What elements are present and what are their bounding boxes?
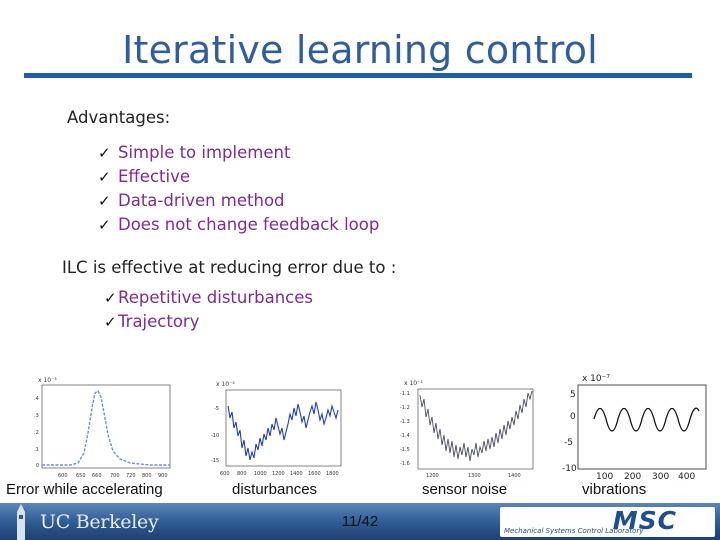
y-tick-label: 0 <box>570 412 576 422</box>
x-tick-label: 800 <box>142 473 152 479</box>
y-tick-label: -5 <box>564 438 573 448</box>
y-tick-label: -1.6 <box>400 461 410 467</box>
y-tick-label: 0 <box>36 463 39 469</box>
plot-scale-label: x 10⁻³ <box>216 381 235 388</box>
x-tick-label: 1000 <box>254 471 267 477</box>
sensor-noise-plot: x 10⁻³ -1.1 -1.2 -1.3 -1.4 -1.5 -1.6 120… <box>398 377 543 477</box>
y-tick-label: .1 <box>34 447 39 453</box>
y-tick-label: -10 <box>211 433 219 439</box>
y-tick-label: .3 <box>34 413 39 419</box>
y-tick-label: -1.3 <box>400 419 410 425</box>
x-tick-label: 400 <box>678 472 695 481</box>
vibrations-plot: x 10⁻⁷ 5 0 -5 -10 100 200 300 400 <box>562 371 712 481</box>
x-tick-label: 1600 <box>308 471 321 477</box>
check-icon: ✓ <box>98 144 111 162</box>
y-tick-label: -1.4 <box>400 433 410 439</box>
accel-error-caption: Error while accelerating <box>6 481 163 498</box>
check-icon: ✓ <box>104 313 117 331</box>
vibration-curve <box>593 407 700 432</box>
x-tick-label: 720 <box>126 473 136 479</box>
y-tick-label: .2 <box>34 430 39 436</box>
page-number: 11/42 <box>341 513 379 530</box>
effective-for-label: Repetitive disturbances <box>118 288 313 307</box>
noise-curve <box>419 390 533 462</box>
disturbances-caption: disturbances <box>232 481 318 498</box>
x-tick-label: 1800 <box>326 471 339 477</box>
plot-scale-label: x 10⁻³ <box>404 380 423 387</box>
x-tick-label: 1200 <box>426 473 439 477</box>
msc-lab-logo: MSC Mechanical Systems Control Laborator… <box>500 506 715 537</box>
advantage-label: Data-driven method <box>118 191 285 210</box>
sensor-noise-caption: sensor noise <box>422 481 508 498</box>
y-tick-label: -1.1 <box>400 391 410 397</box>
plot-scale-label: x 10⁻³ <box>38 377 57 384</box>
x-tick-label: 900 <box>158 473 168 479</box>
accel-error-plot: x 10⁻³ .4 .3 .2 .1 0 600 650 660 700 720… <box>30 373 180 483</box>
lab-name: Mechanical Systems Control Laboratory <box>504 527 644 535</box>
list-item: ✓Trajectory <box>104 310 313 334</box>
list-item: ✓ Simple to implement <box>98 141 379 165</box>
x-tick-label: 700 <box>110 473 120 479</box>
vibrations-caption: vibrations <box>582 481 647 498</box>
y-tick-label: -5 <box>214 406 219 412</box>
x-tick-label: 600 <box>58 473 68 479</box>
x-tick-label: 600 <box>220 471 230 477</box>
x-tick-label: 660 <box>92 473 102 479</box>
list-item: ✓ Effective <box>98 165 379 189</box>
y-tick-label: -15 <box>211 458 219 464</box>
check-icon: ✓ <box>104 289 117 307</box>
x-tick-label: 200 <box>624 472 641 481</box>
plot-scale-label: x 10⁻⁷ <box>582 374 610 384</box>
advantages-heading: Advantages: <box>67 108 171 127</box>
check-icon: ✓ <box>98 168 111 186</box>
error-curve <box>42 389 170 466</box>
x-tick-label: 1300 <box>468 473 481 477</box>
effective-for-label: Trajectory <box>118 312 200 331</box>
x-tick-label: 100 <box>596 472 613 481</box>
x-tick-label: 300 <box>652 472 669 481</box>
x-tick-label: 650 <box>76 473 86 479</box>
campanile-icon <box>17 504 25 540</box>
check-icon: ✓ <box>98 192 111 210</box>
y-tick-label: .4 <box>34 396 39 402</box>
x-tick-label: 1400 <box>508 473 521 477</box>
x-tick-label: 800 <box>237 471 247 477</box>
x-tick-label: 1200 <box>272 471 285 477</box>
disturbances-plot: x 10⁻³ -5 -10 -15 600 800 1000 1200 1400… <box>208 378 348 478</box>
disturbance-curve <box>227 401 339 461</box>
advantage-label: Simple to implement <box>118 143 291 162</box>
list-item: ✓ Does not change feedback loop <box>98 213 379 237</box>
y-tick-label: 5 <box>570 390 576 400</box>
effective-for-list: ✓Repetitive disturbances ✓Trajectory <box>104 286 313 334</box>
x-tick-label: 1400 <box>290 471 303 477</box>
list-item: ✓Repetitive disturbances <box>104 286 313 310</box>
title-underline <box>24 73 692 78</box>
y-tick-label: -1.5 <box>400 447 410 453</box>
advantages-list: ✓ Simple to implement ✓ Effective ✓ Data-dr… <box>98 141 379 237</box>
y-tick-label: -1.2 <box>400 405 410 411</box>
msc-logo-text: MSC <box>612 506 677 535</box>
slide-footer: UC Berkeley 11/42 MSC Mechanical Systems… <box>0 503 720 540</box>
list-item: ✓ Data-driven method <box>98 189 379 213</box>
uc-berkeley-logo: UC Berkeley <box>40 511 159 533</box>
check-icon: ✓ <box>98 216 111 234</box>
ilc-effectiveness-heading: ILC is effective at reducing error due t… <box>62 258 397 277</box>
slide-title: Iterative learning control <box>122 28 598 72</box>
advantage-label: Does not change feedback loop <box>118 215 380 234</box>
y-tick-label: -10 <box>562 464 577 474</box>
advantage-label: Effective <box>118 167 190 186</box>
